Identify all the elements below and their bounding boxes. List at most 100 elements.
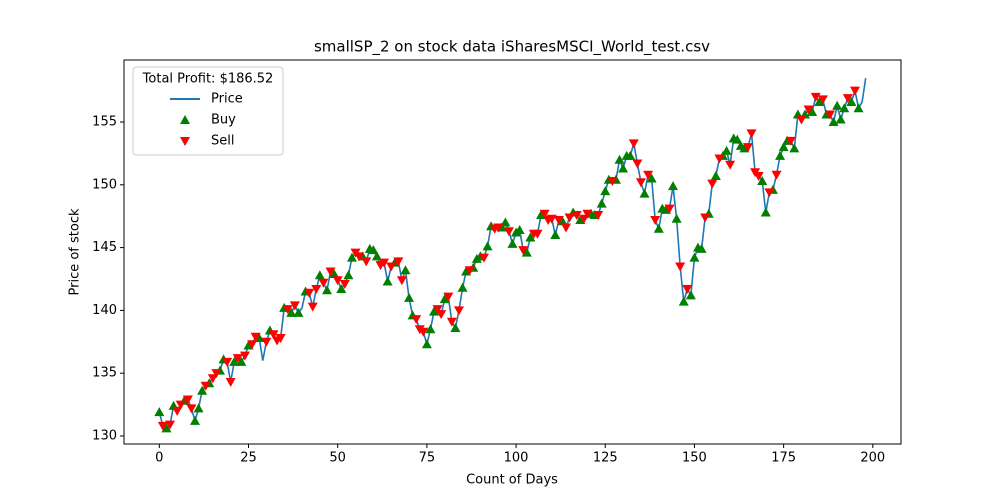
sell-marker bbox=[396, 276, 407, 286]
sell-marker bbox=[632, 159, 643, 169]
buy-marker bbox=[596, 198, 607, 208]
sell-marker bbox=[503, 227, 514, 237]
sell-marker bbox=[261, 337, 272, 347]
sell-marker bbox=[539, 209, 550, 219]
sell-marker bbox=[182, 395, 193, 405]
sell-marker bbox=[318, 278, 329, 288]
sell-marker bbox=[742, 143, 753, 153]
buy-marker bbox=[382, 276, 393, 286]
y-tick-label: 150 bbox=[92, 177, 117, 192]
buy-marker bbox=[678, 296, 689, 306]
buy-marker bbox=[668, 181, 679, 191]
sell-marker bbox=[275, 334, 286, 344]
sell-marker bbox=[304, 288, 315, 298]
buy-marker bbox=[314, 270, 325, 280]
buy-marker bbox=[293, 307, 304, 317]
sell-marker bbox=[175, 400, 186, 410]
buy-marker bbox=[189, 415, 200, 425]
x-tick-label: 75 bbox=[419, 451, 436, 466]
buy-marker bbox=[236, 356, 247, 366]
sell-marker bbox=[250, 332, 261, 342]
sell-marker bbox=[564, 213, 575, 223]
buy-marker bbox=[421, 339, 432, 349]
buy-marker bbox=[193, 403, 204, 413]
y-tick-label: 135 bbox=[92, 366, 117, 381]
buy-marker bbox=[839, 103, 850, 113]
sell-marker bbox=[682, 285, 693, 295]
buy-marker bbox=[789, 143, 800, 153]
buy-marker bbox=[197, 385, 208, 395]
buy-marker bbox=[514, 225, 525, 235]
legend-swatch bbox=[180, 137, 190, 146]
sell-marker bbox=[553, 215, 564, 225]
sell-marker bbox=[849, 86, 860, 96]
sell-marker bbox=[707, 179, 718, 189]
sell-marker bbox=[842, 94, 853, 104]
buy-marker bbox=[835, 114, 846, 124]
sell-marker bbox=[200, 381, 211, 391]
plot-frame bbox=[123, 59, 902, 445]
sell-marker bbox=[172, 406, 183, 416]
sell-marker bbox=[607, 177, 618, 187]
buy-marker bbox=[807, 106, 818, 116]
sell-marker bbox=[675, 262, 686, 272]
sell-marker bbox=[307, 302, 318, 312]
x-tick-label: 200 bbox=[860, 451, 885, 466]
sell-marker bbox=[432, 305, 443, 315]
x-tick-label: 175 bbox=[771, 451, 796, 466]
sell-marker bbox=[803, 105, 814, 115]
buy-marker bbox=[689, 252, 700, 262]
buy-marker bbox=[229, 356, 240, 366]
sell-marker bbox=[247, 340, 258, 350]
legend-title: Total Profit: $186.52 bbox=[142, 72, 274, 87]
buy-marker bbox=[521, 247, 532, 257]
sell-marker bbox=[386, 262, 397, 272]
buy-marker bbox=[161, 423, 172, 433]
sell-marker bbox=[578, 214, 589, 224]
sell-marker bbox=[325, 267, 336, 277]
legend-box bbox=[132, 66, 284, 156]
buy-marker bbox=[832, 100, 843, 110]
sell-marker bbox=[635, 178, 646, 188]
buy-marker bbox=[685, 290, 696, 300]
sell-marker bbox=[764, 188, 775, 198]
sell-marker bbox=[207, 374, 218, 384]
sell-marker bbox=[282, 305, 293, 315]
sell-marker bbox=[593, 210, 604, 220]
buy-marker bbox=[329, 268, 340, 278]
buy-marker bbox=[646, 173, 657, 183]
sell-marker bbox=[232, 354, 243, 364]
buy-marker bbox=[614, 154, 625, 164]
sell-marker bbox=[339, 280, 350, 290]
sell-marker bbox=[825, 110, 836, 120]
buy-marker bbox=[600, 186, 611, 196]
legend-label: Buy bbox=[211, 113, 236, 128]
sell-marker bbox=[785, 136, 796, 146]
y-axis-label: Price of stock bbox=[68, 208, 83, 295]
sell-marker bbox=[186, 404, 197, 414]
sell-marker bbox=[222, 357, 233, 367]
buy-marker bbox=[368, 245, 379, 255]
buy-marker bbox=[482, 241, 493, 251]
buy-marker bbox=[853, 103, 864, 113]
sell-marker bbox=[311, 285, 322, 295]
sell-marker bbox=[268, 330, 279, 340]
x-tick-label: 100 bbox=[504, 451, 529, 466]
sell-marker bbox=[157, 421, 168, 431]
buy-marker bbox=[846, 96, 857, 106]
sell-marker bbox=[628, 139, 639, 149]
buy-marker bbox=[653, 223, 664, 233]
buy-marker bbox=[336, 284, 347, 294]
sell-marker bbox=[165, 420, 176, 430]
sell-marker bbox=[532, 229, 543, 239]
sell-marker bbox=[446, 317, 457, 327]
sell-marker bbox=[725, 160, 736, 170]
sell-marker bbox=[518, 246, 529, 256]
buy-marker bbox=[321, 285, 332, 295]
sell-marker bbox=[361, 257, 372, 267]
buy-marker bbox=[550, 230, 561, 240]
sell-marker bbox=[211, 369, 222, 379]
buy-marker bbox=[757, 176, 768, 186]
buy-marker bbox=[371, 251, 382, 261]
